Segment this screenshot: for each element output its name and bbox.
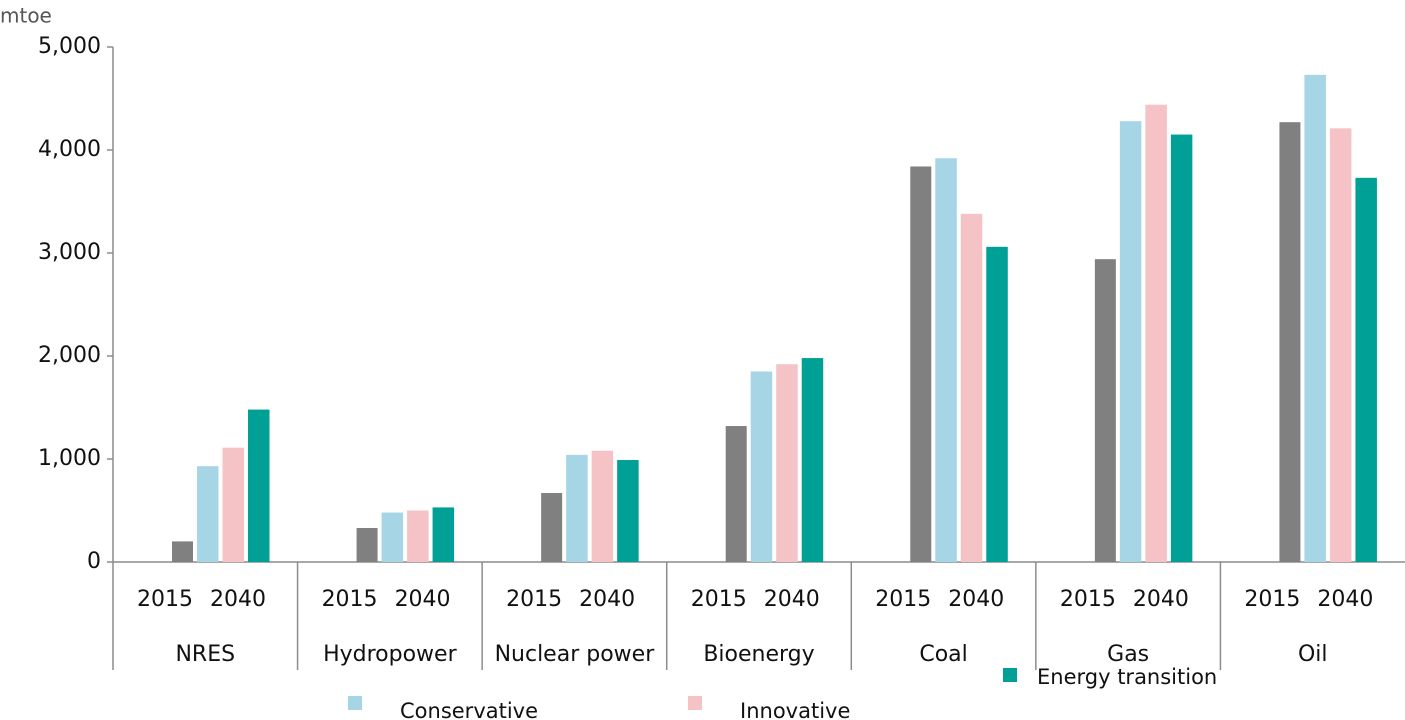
bar — [381, 512, 404, 562]
category-label: Bioenergy — [703, 642, 814, 667]
category-label: Nuclear power — [495, 642, 656, 667]
y-tick-label: 3,000 — [38, 240, 101, 265]
year-label: 2015 — [322, 587, 378, 612]
year-label: 2015 — [1244, 587, 1300, 612]
bar — [356, 528, 378, 562]
year-label: 2040 — [1133, 587, 1189, 612]
bar — [617, 460, 639, 562]
bar — [1145, 104, 1167, 563]
category-label: NRES — [175, 642, 235, 667]
bar — [910, 166, 932, 563]
legend-swatch — [688, 696, 702, 710]
category-label: Hydropower — [323, 642, 458, 667]
legend-label: Energy transition — [1037, 665, 1217, 689]
year-label: 2015 — [691, 587, 747, 612]
bar — [960, 213, 983, 563]
unit-label: mtoe — [0, 4, 52, 28]
bar — [935, 158, 957, 563]
bar — [1329, 128, 1352, 562]
bar — [566, 454, 588, 562]
bar — [197, 466, 219, 562]
bar — [801, 358, 824, 562]
bar — [222, 447, 244, 562]
year-label: 2015 — [1060, 587, 1116, 612]
year-label: 2040 — [1317, 587, 1373, 612]
bar — [776, 364, 798, 562]
legend-label: Conservative — [400, 699, 538, 720]
y-tick-label: 5,000 — [38, 34, 101, 59]
y-tick-label: 4,000 — [38, 137, 101, 162]
year-label: 2040 — [764, 587, 820, 612]
bar — [1304, 74, 1326, 562]
y-tick-label: 1,000 — [38, 446, 101, 471]
legend-swatch — [348, 696, 362, 710]
bar — [750, 371, 773, 562]
bar — [1094, 259, 1116, 562]
year-label: 2040 — [948, 587, 1004, 612]
year-label: 2015 — [137, 587, 193, 612]
bar — [1170, 134, 1193, 563]
bar — [248, 409, 270, 562]
year-label: 2040 — [579, 587, 635, 612]
bar — [725, 426, 747, 562]
bar — [591, 450, 614, 562]
category-label: Gas — [1107, 642, 1149, 667]
category-label: Coal — [919, 642, 967, 667]
year-label: 2040 — [210, 587, 266, 612]
bar — [432, 507, 455, 562]
bar — [986, 246, 1008, 562]
legend-swatch — [1003, 668, 1017, 682]
year-label: 2015 — [875, 587, 931, 612]
bar — [1279, 122, 1301, 562]
bar — [407, 510, 429, 562]
bar — [1119, 121, 1142, 562]
bar — [1355, 177, 1377, 562]
bar — [541, 492, 563, 562]
y-tick-label: 0 — [87, 549, 101, 574]
bar — [172, 541, 193, 562]
legend-label: Innovative — [740, 699, 850, 720]
year-label: 2040 — [395, 587, 451, 612]
y-tick-label: 2,000 — [38, 343, 101, 368]
category-label: Oil — [1298, 642, 1328, 667]
year-label: 2015 — [506, 587, 562, 612]
